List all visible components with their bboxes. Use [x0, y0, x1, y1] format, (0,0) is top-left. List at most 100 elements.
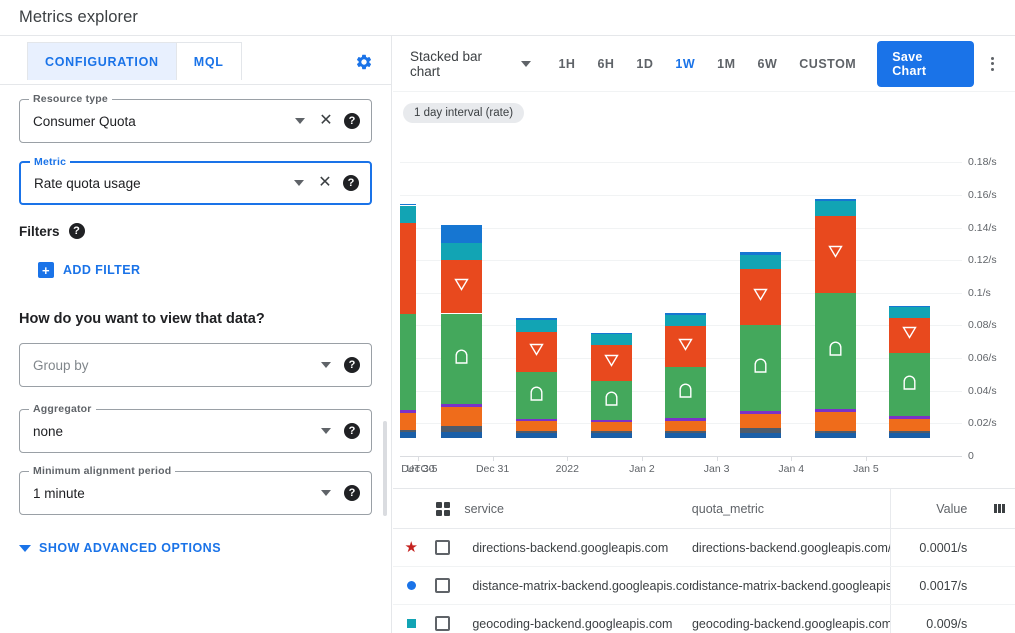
- bar-segment-blue-top[interactable]: [814, 198, 856, 202]
- bar-segment-orange[interactable]: [400, 413, 416, 431]
- filters-help-icon[interactable]: ?: [68, 223, 85, 239]
- save-chart-button[interactable]: Save Chart: [877, 40, 974, 87]
- bar-segment-blue-base[interactable]: [814, 433, 856, 438]
- bar-segment-teal[interactable]: [515, 320, 557, 333]
- range-button-1h[interactable]: 1H: [558, 56, 576, 71]
- resource-type-help-button[interactable]: ?: [339, 113, 365, 129]
- bar-segment-green[interactable]: [814, 292, 856, 409]
- bar-segment-blue-base[interactable]: [739, 433, 781, 438]
- metric-clear-button[interactable]: ✕: [312, 175, 338, 191]
- bar-segment-green[interactable]: [889, 352, 931, 417]
- row-checkbox[interactable]: [435, 578, 451, 593]
- bar-segment-teal[interactable]: [814, 201, 856, 217]
- alignment-period-help-button[interactable]: ?: [339, 485, 365, 501]
- quota-metric-column-header[interactable]: quota_metric: [691, 501, 765, 516]
- resource-type-dropdown-button[interactable]: [287, 118, 313, 124]
- bar-segment-dark-gray[interactable]: [515, 431, 557, 434]
- bar-segment-purple[interactable]: [665, 418, 707, 422]
- bar-jan-2[interactable]: [665, 128, 707, 456]
- bar-segment-blue-top[interactable]: [739, 252, 781, 256]
- table-row[interactable]: geocoding-backend.googleapis.com geocodin…: [393, 605, 1015, 633]
- row-checkbox[interactable]: [435, 540, 451, 555]
- bar-segment-orange[interactable]: [590, 422, 632, 432]
- configuration-panel-scrollbar[interactable]: [383, 421, 387, 516]
- add-filter-button[interactable]: + ADD FILTER: [38, 262, 372, 278]
- bar-segment-purple[interactable]: [515, 418, 557, 422]
- aggregator-dropdown-button[interactable]: [313, 428, 339, 434]
- bar-partial-leading[interactable]: [400, 128, 416, 456]
- bar-segment-red-orange[interactable]: [441, 259, 483, 314]
- alignment-period-dropdown-button[interactable]: [313, 490, 339, 496]
- bar-segment-teal[interactable]: [441, 242, 483, 260]
- resource-type-clear-button[interactable]: ✕: [313, 113, 339, 129]
- table-row[interactable]: distance-matrix-backend.googleapis.com di…: [393, 567, 1015, 605]
- bar-segment-blue-top[interactable]: [889, 305, 931, 308]
- bar-segment-teal[interactable]: [590, 334, 632, 346]
- bar-segment-green[interactable]: [665, 367, 707, 419]
- bar-segment-dark-gray[interactable]: [665, 431, 707, 434]
- grid-check-icon[interactable]: [435, 501, 450, 516]
- aggregator-help-button[interactable]: ?: [339, 423, 365, 439]
- bar-segment-orange[interactable]: [814, 411, 856, 432]
- metric-field[interactable]: Metric Rate quota usage ✕ ?: [19, 156, 372, 205]
- bar-segment-purple[interactable]: [814, 408, 856, 412]
- bar-segment-dark-gray[interactable]: [814, 431, 856, 434]
- group-by-help-button[interactable]: ?: [339, 357, 365, 373]
- bar-segment-orange[interactable]: [665, 421, 707, 432]
- range-button-6w[interactable]: 6W: [757, 56, 778, 71]
- bar-segment-blue-top[interactable]: [515, 317, 557, 321]
- tab-configuration[interactable]: CONFIGURATION: [27, 42, 177, 80]
- column-settings-button[interactable]: [984, 504, 1015, 513]
- group-by-field[interactable]: Group by ?: [19, 343, 372, 387]
- show-advanced-options-button[interactable]: SHOW ADVANCED OPTIONS: [19, 541, 372, 555]
- bar-segment-dark-gray[interactable]: [889, 431, 931, 434]
- bar-jan-4[interactable]: [814, 128, 856, 456]
- range-button-1d[interactable]: 1D: [636, 56, 654, 71]
- bar-jan-5[interactable]: [889, 128, 931, 456]
- bar-segment-dark-gray[interactable]: [590, 431, 632, 434]
- bar-segment-purple[interactable]: [400, 410, 416, 414]
- bar-segment-green[interactable]: [590, 381, 632, 420]
- bar-segment-red-orange[interactable]: [814, 216, 856, 293]
- bar-segment-blue-top[interactable]: [400, 203, 416, 206]
- bar-segment-purple[interactable]: [441, 404, 483, 407]
- alignment-period-field[interactable]: Minimum alignment period 1 minute ?: [19, 465, 372, 515]
- bar-segment-orange[interactable]: [889, 418, 931, 432]
- bar-segment-teal[interactable]: [889, 307, 931, 318]
- chart-more-options-button[interactable]: [980, 56, 1005, 71]
- table-row[interactable]: ★ directions-backend.googleapis.com direct…: [393, 529, 1015, 567]
- bar-segment-blue-base[interactable]: [665, 433, 707, 438]
- bar-segment-red-orange[interactable]: [889, 317, 931, 353]
- service-column-header[interactable]: service: [464, 501, 504, 516]
- range-button-custom[interactable]: CUSTOM: [799, 56, 857, 71]
- bar-segment-dark-gray[interactable]: [441, 425, 483, 433]
- bar-segment-red-orange[interactable]: [515, 332, 557, 373]
- tab-mql[interactable]: MQL: [176, 42, 242, 80]
- bar-segment-teal[interactable]: [400, 205, 416, 224]
- bar-segment-red-orange[interactable]: [590, 345, 632, 382]
- bar-dec-30[interactable]: [441, 128, 483, 456]
- resource-type-field[interactable]: Resource type Consumer Quota ✕ ?: [19, 93, 372, 143]
- row-select-cell[interactable]: [429, 578, 456, 593]
- bar-segment-red-orange[interactable]: [739, 269, 781, 325]
- bar-segment-green[interactable]: [441, 313, 483, 405]
- bar-dec-31[interactable]: [515, 128, 557, 456]
- bar-jan-3[interactable]: [739, 128, 781, 456]
- bar-segment-purple[interactable]: [739, 411, 781, 414]
- metric-dropdown-button[interactable]: [286, 180, 312, 186]
- bar-segment-blue-top[interactable]: [665, 312, 707, 315]
- bar-segment-blue-base[interactable]: [441, 432, 483, 438]
- bar-segment-blue-top[interactable]: [441, 224, 483, 243]
- bar-segment-green[interactable]: [515, 372, 557, 419]
- range-button-1m[interactable]: 1M: [717, 56, 736, 71]
- bar-segment-teal[interactable]: [739, 255, 781, 270]
- chart-type-selector[interactable]: Stacked bar chart: [410, 49, 532, 79]
- bar-segment-blue-base[interactable]: [400, 432, 416, 438]
- bar-segment-purple[interactable]: [590, 419, 632, 423]
- group-by-dropdown-button[interactable]: [313, 362, 339, 368]
- bar-segment-blue-base[interactable]: [590, 433, 632, 438]
- range-button-6h[interactable]: 6H: [597, 56, 615, 71]
- bar-segment-orange[interactable]: [515, 421, 557, 432]
- bar-segment-teal[interactable]: [665, 314, 707, 327]
- bar-segment-purple[interactable]: [889, 416, 931, 419]
